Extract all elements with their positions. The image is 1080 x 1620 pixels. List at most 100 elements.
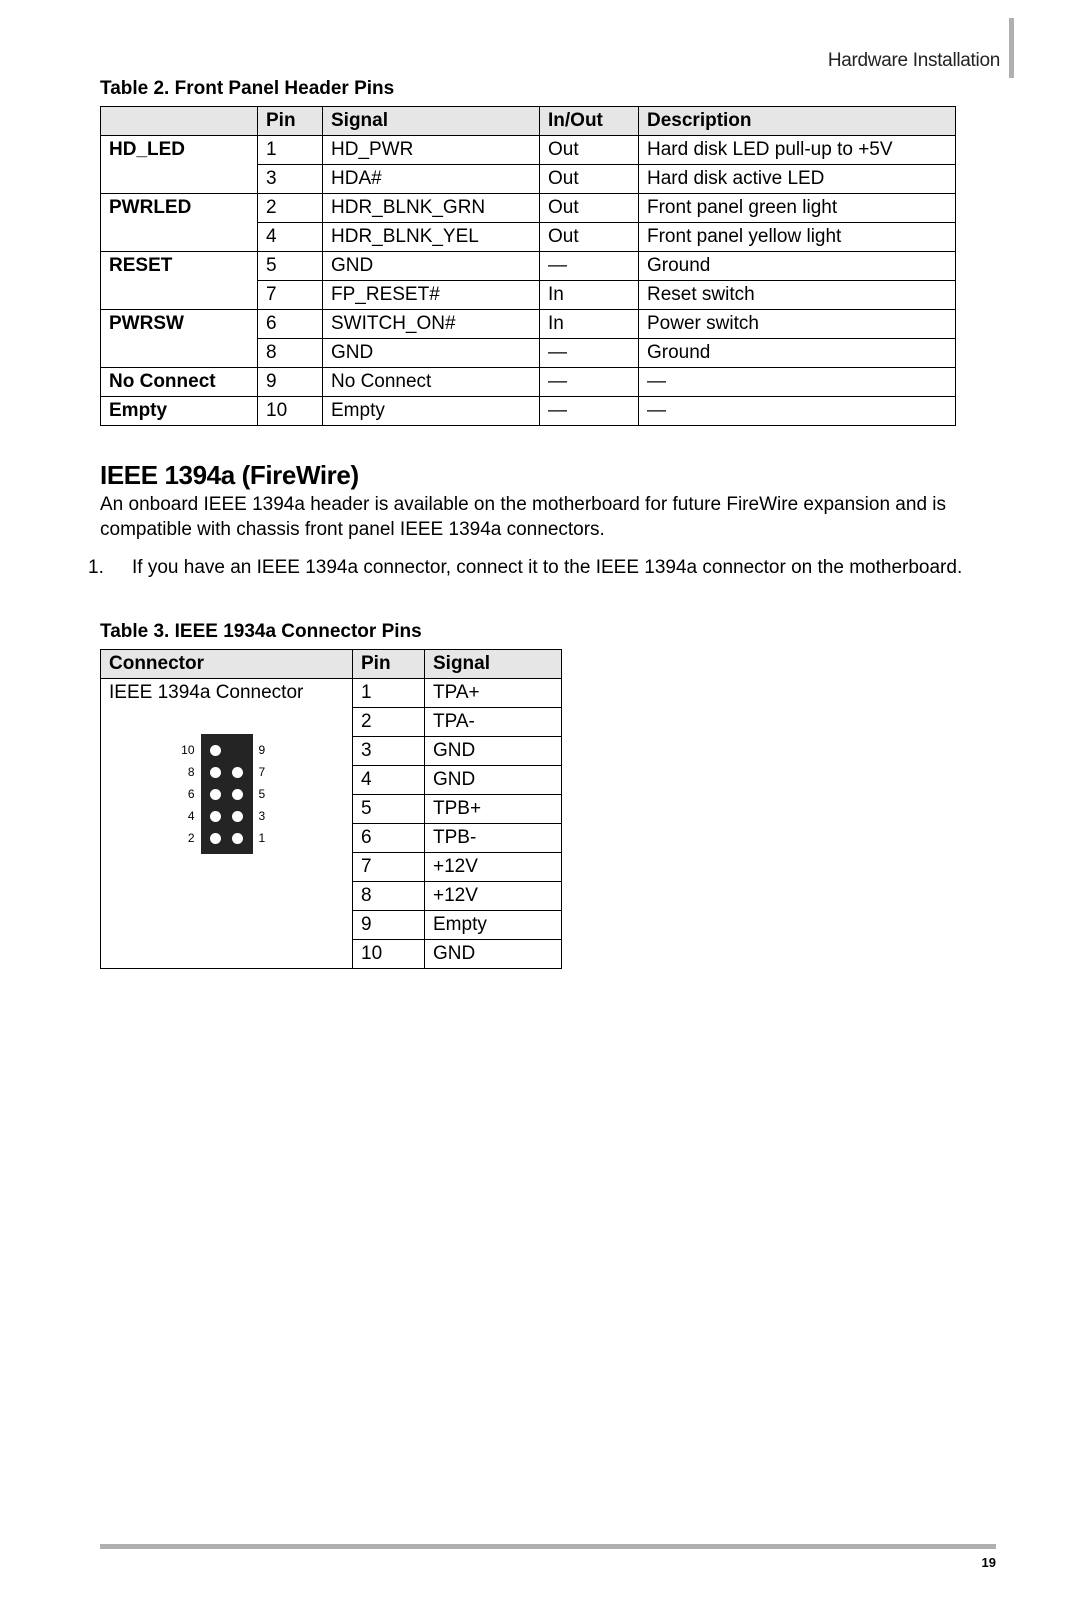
- section-heading: IEEE 1394a (FireWire): [100, 460, 1000, 491]
- table-row: Empty10Empty——: [101, 397, 956, 426]
- table1-cell-desc: Ground: [639, 339, 956, 368]
- pin-dot-10: [210, 745, 221, 756]
- table2-cell-signal: TPB+: [425, 795, 562, 824]
- header-section: Hardware Installation: [100, 50, 1000, 72]
- table2-header-signal: Signal: [425, 650, 562, 679]
- table1-cell-pin: 8: [258, 339, 323, 368]
- table1-cell-desc: Reset switch: [639, 281, 956, 310]
- table1-cell-desc: Hard disk LED pull-up to +5V: [639, 136, 956, 165]
- table2-header-row: Connector Pin Signal: [101, 650, 562, 679]
- table-row: No Connect9No Connect——: [101, 368, 956, 397]
- table1-cell-io: Out: [540, 165, 639, 194]
- table2-cell-pin: 6: [353, 824, 425, 853]
- table1-header-row: Pin Signal In/Out Description: [101, 107, 956, 136]
- table1-caption: Table 2. Front Panel Header Pins: [100, 78, 1000, 100]
- connector-diagram: 10864297531: [109, 734, 344, 854]
- table1-group-label: HD_LED: [101, 136, 258, 194]
- table1-cell-desc: —: [639, 397, 956, 426]
- table1-cell-pin: 10: [258, 397, 323, 426]
- pin-dot-2: [210, 833, 221, 844]
- footer-bar: [100, 1544, 996, 1549]
- table1-cell-pin: 4: [258, 223, 323, 252]
- table1-group-label: PWRSW: [101, 310, 258, 368]
- pin-dot-9: [232, 745, 243, 756]
- table1: Pin Signal In/Out Description HD_LED1HD_…: [100, 106, 956, 426]
- table1-cell-io: In: [540, 310, 639, 339]
- table1-cell-desc: Front panel yellow light: [639, 223, 956, 252]
- table-row: RESET5GND—Ground: [101, 252, 956, 281]
- table1-cell-pin: 6: [258, 310, 323, 339]
- pin-dot-3: [232, 811, 243, 822]
- table1-header-inout: In/Out: [540, 107, 639, 136]
- pin-dot-5: [232, 789, 243, 800]
- table1-group-label: Empty: [101, 397, 258, 426]
- table2-connector-label: IEEE 1394a Connector: [109, 682, 344, 704]
- table-row: IEEE 1394a Connector108642975311TPA+: [101, 679, 562, 708]
- pin-dot-6: [210, 789, 221, 800]
- table2-connector-cell: IEEE 1394a Connector 10864297531: [101, 679, 353, 969]
- table1-cell-signal: Empty: [323, 397, 540, 426]
- table2-cell-pin: 3: [353, 737, 425, 766]
- table2-cell-signal: TPA+: [425, 679, 562, 708]
- page: Hardware Installation Table 2. Front Pan…: [0, 0, 1080, 1620]
- table2-cell-signal: +12V: [425, 882, 562, 911]
- table1-group-label: No Connect: [101, 368, 258, 397]
- table2-cell-signal: GND: [425, 737, 562, 766]
- page-number: 19: [100, 1555, 996, 1570]
- table2-header-connector: Connector: [101, 650, 353, 679]
- table2-header-pin: Pin: [353, 650, 425, 679]
- table1-cell-signal: HD_PWR: [323, 136, 540, 165]
- table1-cell-signal: SWITCH_ON#: [323, 310, 540, 339]
- table2-cell-pin: 7: [353, 853, 425, 882]
- table2-cell-pin: 9: [353, 911, 425, 940]
- table1-cell-pin: 9: [258, 368, 323, 397]
- table1-cell-desc: Front panel green light: [639, 194, 956, 223]
- section-step-1-text: If you have an IEEE 1394a connector, con…: [132, 557, 962, 578]
- table1-header-desc: Description: [639, 107, 956, 136]
- pin-body: [201, 734, 253, 854]
- table2-cell-pin: 4: [353, 766, 425, 795]
- table1-cell-io: Out: [540, 136, 639, 165]
- table1-cell-io: Out: [540, 223, 639, 252]
- table2-cell-pin: 2: [353, 708, 425, 737]
- table2-cell-signal: TPA-: [425, 708, 562, 737]
- page-footer: 19: [100, 1544, 996, 1570]
- pin-dot-1: [232, 833, 243, 844]
- table1-cell-desc: Power switch: [639, 310, 956, 339]
- table1-cell-desc: Hard disk active LED: [639, 165, 956, 194]
- section-steps: 1.If you have an IEEE 1394a connector, c…: [100, 556, 1000, 581]
- table1-cell-signal: HDA#: [323, 165, 540, 194]
- table2-cell-pin: 1: [353, 679, 425, 708]
- table1-cell-desc: Ground: [639, 252, 956, 281]
- table1-header-blank: [101, 107, 258, 136]
- table1-cell-signal: No Connect: [323, 368, 540, 397]
- table1-cell-signal: GND: [323, 252, 540, 281]
- table2-cell-signal: GND: [425, 766, 562, 795]
- table1-cell-io: —: [540, 397, 639, 426]
- table1-cell-signal: FP_RESET#: [323, 281, 540, 310]
- table2-caption: Table 3. IEEE 1934a Connector Pins: [100, 621, 1000, 643]
- table1-group-label: PWRLED: [101, 194, 258, 252]
- pin-dot-8: [210, 767, 221, 778]
- table1-cell-pin: 3: [258, 165, 323, 194]
- table-row: HD_LED1HD_PWROutHard disk LED pull-up to…: [101, 136, 956, 165]
- table2-cell-pin: 5: [353, 795, 425, 824]
- table1-header-pin: Pin: [258, 107, 323, 136]
- table1-cell-io: In: [540, 281, 639, 310]
- table2-cell-signal: TPB-: [425, 824, 562, 853]
- table1-cell-pin: 7: [258, 281, 323, 310]
- table1-cell-io: —: [540, 368, 639, 397]
- table2-cell-signal: +12V: [425, 853, 562, 882]
- table-row: PWRSW6SWITCH_ON#InPower switch: [101, 310, 956, 339]
- section-paragraph: An onboard IEEE 1394a header is availabl…: [100, 493, 1000, 542]
- table2: Connector Pin Signal IEEE 1394a Connecto…: [100, 649, 562, 969]
- table2-cell-pin: 10: [353, 940, 425, 969]
- table2-cell-signal: Empty: [425, 911, 562, 940]
- table-row: PWRLED2HDR_BLNK_GRNOutFront panel green …: [101, 194, 956, 223]
- table2-cell-signal: GND: [425, 940, 562, 969]
- section-step-1: 1.If you have an IEEE 1394a connector, c…: [132, 556, 1000, 581]
- table1-cell-signal: HDR_BLNK_YEL: [323, 223, 540, 252]
- table1-cell-io: Out: [540, 194, 639, 223]
- table1-cell-pin: 1: [258, 136, 323, 165]
- pin-labels-left: 108642: [179, 739, 195, 849]
